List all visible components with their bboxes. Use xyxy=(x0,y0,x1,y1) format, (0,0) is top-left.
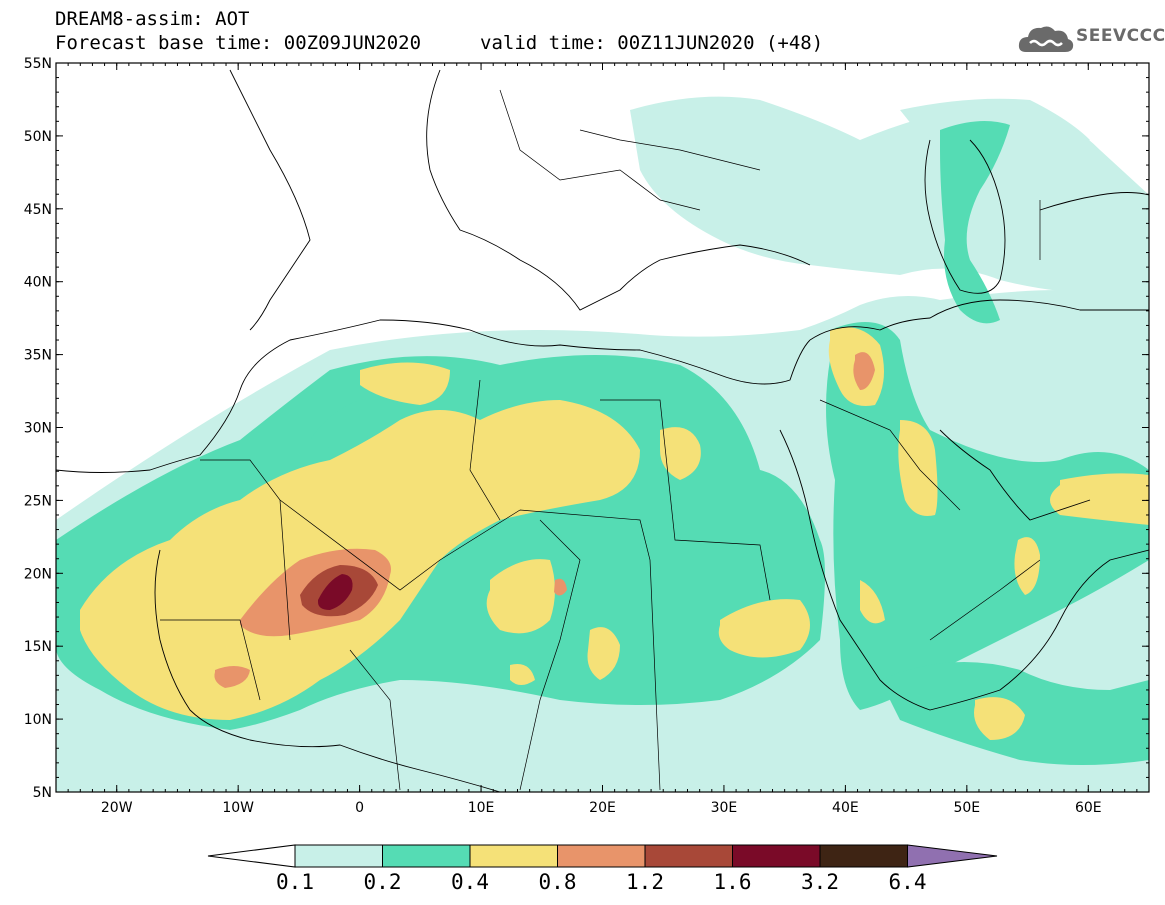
logo-text: SEEVCCC xyxy=(1076,26,1165,46)
colorbar xyxy=(207,844,998,868)
colorbar-swatch xyxy=(469,844,558,868)
colorbar-level-label: 0.2 xyxy=(363,870,402,894)
axis-ticks xyxy=(55,62,1150,793)
lon-label: 50E xyxy=(953,800,980,816)
lon-label: 10W xyxy=(222,800,254,816)
aot-band-1.6 xyxy=(318,574,353,610)
lat-label: 30N xyxy=(24,421,52,437)
lat-label: 20N xyxy=(24,566,52,582)
forecast-base-time: Forecast base time: 00Z09JUN2020 xyxy=(55,32,422,54)
lat-label: 40N xyxy=(24,275,52,291)
lat-label: 10N xyxy=(24,712,52,728)
cloud-icon xyxy=(1018,26,1074,52)
colorbar-level-label: 1.6 xyxy=(713,870,752,894)
lon-label: 30E xyxy=(711,800,738,816)
lon-label: 0 xyxy=(355,800,364,816)
coastlines xyxy=(56,69,1149,792)
lon-label: 20W xyxy=(101,800,133,816)
colorbar-swatch xyxy=(819,844,908,868)
colorbar-swatch xyxy=(557,844,646,868)
map-title: DREAM8-assim: AOT xyxy=(55,8,250,30)
colorbar-level-label: 0.8 xyxy=(538,870,577,894)
borders xyxy=(160,89,1041,791)
valid-time: valid time: 00Z11JUN2020 (+48) xyxy=(480,32,824,54)
lon-label: 60E xyxy=(1075,800,1102,816)
axis-labels: 5N 10N 15N 20N 25N 30N 35N 40N 45N 50N 55N 20W 10W 0 1… xyxy=(24,56,1102,816)
colorbar-arrow-high xyxy=(907,844,998,868)
lat-label: 50N xyxy=(24,129,52,145)
colorbar-level-label: 3.2 xyxy=(801,870,839,894)
lat-label: 35N xyxy=(24,348,52,364)
colorbar-level-label: 1.2 xyxy=(626,870,664,894)
lat-label: 45N xyxy=(24,202,52,218)
lat-label: 15N xyxy=(24,639,52,655)
lat-label: 25N xyxy=(24,493,52,509)
colorbar-arrow-low xyxy=(207,844,296,868)
lat-label: 55N xyxy=(24,56,52,72)
lon-label: 40E xyxy=(832,800,859,816)
colorbar-swatch xyxy=(294,844,383,868)
lat-label: 5N xyxy=(33,785,52,801)
colorbar-swatch xyxy=(732,844,821,868)
lon-label: 10E xyxy=(468,800,495,816)
colorbar-level-label: 6.4 xyxy=(888,870,927,894)
colorbar-swatch xyxy=(644,844,733,868)
seevccc-logo: SEEVCCC xyxy=(1018,22,1165,56)
colorbar-level-label: 0.1 xyxy=(276,870,314,894)
colorbar-level-label: 0.4 xyxy=(451,870,489,894)
lon-label: 20E xyxy=(589,800,616,816)
colorbar-swatch xyxy=(382,844,471,868)
